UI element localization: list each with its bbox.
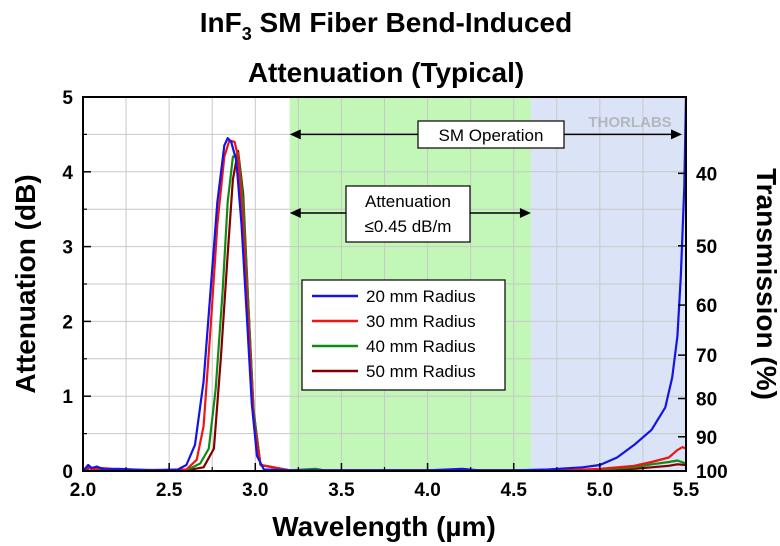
sm-operation-box — [417, 120, 565, 149]
y2-tick-label: 100 — [696, 462, 728, 483]
attenuation-box — [345, 185, 471, 243]
y-tick-label: 3 — [62, 238, 73, 259]
title-subscript: 3 — [242, 24, 252, 44]
sm-operation-label: SM Operation — [439, 126, 544, 145]
attenuation-label-line1: Attenuation — [365, 192, 451, 211]
attenuation-arrow-head-right — [519, 207, 531, 218]
x-tick-label: 2.5 — [156, 480, 183, 501]
legend: 20 mm Radius 30 mm Radius 40 mm Radius 50 m… — [301, 279, 506, 391]
x-axis-title: Wavelength (µm) — [272, 511, 496, 542]
x-tick-label: 5.0 — [587, 480, 613, 501]
series-line-0 — [82, 96, 688, 472]
y2-axis-title: Transmission (%) — [751, 168, 780, 400]
y-tick-label: 2 — [62, 312, 73, 333]
attenuation-arrow-head-left — [289, 207, 301, 218]
sm-operation-arrow-head-right — [671, 129, 682, 140]
y-axis-title: Attenuation (dB) — [10, 174, 41, 393]
title-inf: InF — [200, 7, 242, 38]
y-tick-label: 1 — [62, 387, 73, 408]
attenuation-label-line2: ≤0.45 dB/m — [365, 217, 452, 236]
legend-label-0: 20 mm Radius — [366, 287, 476, 306]
legend-label-3: 50 mm Radius — [366, 362, 476, 381]
y2-tick-label: 80 — [696, 390, 717, 411]
series-lines — [82, 96, 688, 473]
x-tick-label: 5.5 — [673, 480, 700, 501]
x-tick-label: 2.0 — [70, 480, 96, 501]
legend-label-2: 40 mm Radius — [366, 337, 476, 356]
y2-tick-label: 50 — [696, 237, 717, 258]
y2-tick-label: 90 — [696, 428, 717, 449]
sm-operation-arrow-head-left — [289, 129, 301, 140]
legend-label-1: 30 mm Radius — [366, 312, 476, 331]
x-tick-label: 3.0 — [242, 480, 268, 501]
axis-ticks: 2.0 2.5 3.0 3.5 4.0 4.5 5.0 5.5 0 1 2 3 4 5 40 50 60 70 80… — [62, 88, 727, 501]
thorlabs-watermark: THORLABS — [588, 114, 671, 131]
x-tick-label: 4.5 — [501, 480, 528, 501]
y-tick-label: 0 — [62, 462, 73, 483]
chart-title-line1: InF3 SM Fiber Bend-Induced — [200, 7, 572, 44]
annotations: SM Operation Attenuation ≤0.45 dB/m — [289, 120, 682, 243]
y2-tick-label: 40 — [696, 164, 717, 185]
y2-tick-label: 60 — [696, 296, 717, 317]
x-tick-label: 3.5 — [328, 480, 355, 501]
chart-title-line2: Attenuation (Typical) — [248, 57, 524, 88]
y-tick-label: 5 — [62, 88, 73, 109]
x-tick-label: 4.0 — [414, 480, 440, 501]
title-rest: SM Fiber Bend-Induced — [252, 7, 572, 38]
y2-tick-label: 70 — [696, 346, 717, 367]
y-tick-label: 4 — [62, 163, 73, 184]
